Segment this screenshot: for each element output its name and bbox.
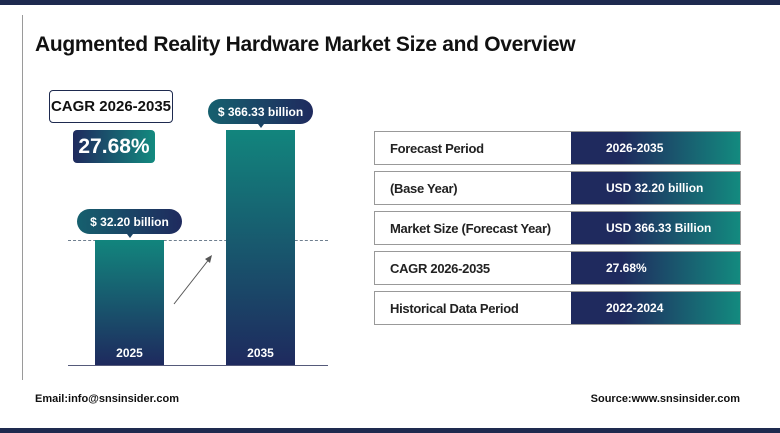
table-row: Historical Data Period 2022-2024 [374, 291, 741, 325]
bottom-band [0, 428, 780, 433]
row-label: Historical Data Period [390, 300, 519, 316]
row-label: Market Size (Forecast Year) [390, 220, 551, 236]
cagr-value: 27.68% [73, 130, 155, 163]
row-label: Forecast Period [390, 140, 484, 156]
page-title: Augmented Reality Hardware Market Size a… [35, 33, 576, 56]
row-value: 2026-2035 [571, 132, 740, 164]
row-value: USD 32.20 billion [571, 172, 740, 204]
row-label: CAGR 2026-2035 [390, 260, 490, 276]
data-label: $ 32.20 billion [77, 209, 182, 238]
row-value: USD 366.33 Billion [571, 212, 740, 244]
row-value: 2022-2024 [571, 292, 740, 324]
top-band [0, 0, 780, 5]
bar-category-label: 2035 [247, 345, 274, 360]
data-label: $ 366.33 billion [208, 99, 313, 129]
cagr-label: CAGR 2026-2035 [49, 90, 173, 123]
bar-2035: 2035 [226, 130, 295, 365]
growth-arrow-icon [173, 255, 212, 305]
bar-2025: 2025 [95, 240, 164, 365]
footer-source: Source:www.snsinsider.com [590, 393, 740, 405]
divider [22, 15, 23, 380]
table-row: Market Size (Forecast Year) USD 366.33 Bi… [374, 211, 741, 245]
reference-line [68, 240, 328, 241]
table-row: CAGR 2026-2035 27.68% [374, 251, 741, 285]
footer-email: Email:info@snsinsider.com [35, 393, 179, 405]
x-axis [68, 365, 328, 366]
table-row: Forecast Period 2026-2035 [374, 131, 741, 165]
bar-category-label: 2025 [116, 345, 143, 360]
row-value: 27.68% [571, 252, 740, 284]
table-row: (Base Year) USD 32.20 billion [374, 171, 741, 205]
row-label: (Base Year) [390, 180, 458, 196]
